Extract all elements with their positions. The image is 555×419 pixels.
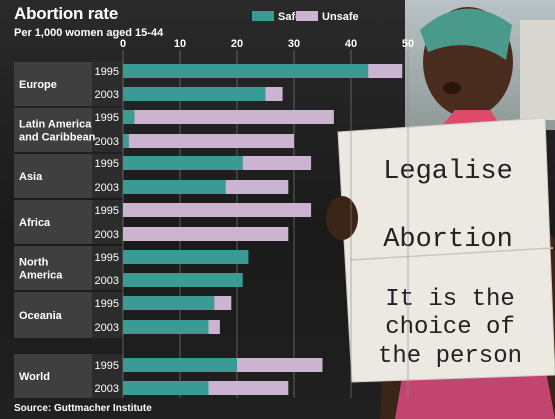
- x-tick-label: 50: [402, 38, 414, 50]
- bar-unsafe: [368, 64, 403, 78]
- x-tick-label: 20: [231, 38, 243, 50]
- bar-unsafe: [237, 358, 323, 372]
- region-band: [14, 354, 92, 398]
- year-label: 1995: [95, 252, 119, 264]
- sign-line-2: Abortion: [383, 225, 513, 255]
- chart-subtitle: Per 1,000 women aged 15-44: [14, 27, 164, 39]
- chart-source: Source: Guttmacher Institute: [14, 403, 152, 414]
- bar-unsafe: [214, 296, 232, 310]
- region-label: America: [19, 270, 63, 282]
- legend-safe: Safe: [252, 11, 301, 23]
- bar-unsafe: [208, 320, 220, 334]
- year-band: [92, 246, 123, 290]
- legend-unsafe: Unsafe: [296, 11, 359, 23]
- year-band: [92, 292, 123, 338]
- x-tick-label: 30: [288, 38, 300, 50]
- legend-label-unsafe: Unsafe: [322, 11, 359, 23]
- bar-unsafe: [265, 87, 283, 101]
- year-label: 1995: [95, 112, 119, 124]
- bar-unsafe: [208, 381, 289, 395]
- bar-safe: [123, 320, 209, 334]
- bar-unsafe: [128, 134, 294, 148]
- legend-swatch-unsafe: [296, 11, 318, 21]
- bar-safe: [123, 156, 243, 170]
- year-label: 1995: [95, 66, 119, 78]
- legend-label-safe: Safe: [278, 11, 302, 23]
- year-label: 2003: [95, 89, 119, 101]
- year-label: 2003: [95, 383, 119, 395]
- region-band: [14, 246, 92, 290]
- person-mouth: [443, 82, 461, 94]
- region-label: Europe: [19, 79, 57, 91]
- bar-safe: [123, 381, 209, 395]
- bar-unsafe: [134, 110, 334, 124]
- year-band: [92, 354, 123, 398]
- year-label: 2003: [95, 182, 119, 194]
- background-wall: [520, 20, 555, 120]
- x-tick-label: 0: [120, 38, 126, 50]
- headscarf: [420, 8, 512, 60]
- region-band: [14, 200, 92, 244]
- year-band: [92, 154, 123, 198]
- bar-safe: [123, 134, 129, 148]
- protest-sign: [337, 117, 555, 383]
- bar-safe: [123, 180, 226, 194]
- sign-line-1: Legalise: [383, 157, 513, 187]
- bar-safe: [123, 64, 369, 78]
- year-band: [92, 108, 123, 152]
- bar-safe: [123, 273, 243, 287]
- year-label: 2003: [95, 136, 119, 148]
- legend-swatch-safe: [252, 11, 274, 21]
- left-hand: [326, 196, 358, 240]
- region-label: Africa: [19, 217, 51, 229]
- year-band: [92, 200, 123, 244]
- region-band: [14, 62, 92, 106]
- bar-safe: [123, 110, 135, 124]
- bar-unsafe: [242, 156, 312, 170]
- bar-unsafe: [225, 180, 289, 194]
- chart-title: Abortion rate: [14, 4, 119, 23]
- year-label: 1995: [95, 360, 119, 372]
- region-label: and Caribbean: [19, 132, 96, 144]
- year-label: 1995: [95, 158, 119, 170]
- region-label: Latin America: [19, 119, 92, 131]
- x-tick-label: 10: [174, 38, 186, 50]
- region-band: [14, 108, 92, 152]
- x-tick-label: 40: [345, 38, 357, 50]
- region-label: Asia: [19, 171, 43, 183]
- bar-safe: [123, 250, 249, 264]
- year-label: 1995: [95, 205, 119, 217]
- region-label: World: [19, 371, 50, 383]
- bar-safe: [123, 358, 237, 372]
- year-label: 1995: [95, 298, 119, 310]
- sign-line-3: It is the: [385, 286, 515, 313]
- region-label: Oceania: [19, 310, 63, 322]
- region-label: North: [19, 257, 49, 269]
- sign-line-4: choice of: [385, 314, 515, 341]
- sign-line-5: the person: [378, 343, 522, 370]
- year-label: 2003: [95, 322, 119, 334]
- bar-safe: [123, 296, 215, 310]
- region-band: [14, 154, 92, 198]
- bar-safe: [123, 87, 266, 101]
- year-label: 2003: [95, 229, 119, 241]
- year-label: 2003: [95, 275, 119, 287]
- bar-unsafe: [123, 227, 289, 241]
- bar-unsafe: [123, 203, 312, 217]
- region-band: [14, 292, 92, 338]
- sign-fold: [349, 247, 554, 261]
- year-band: [92, 62, 123, 106]
